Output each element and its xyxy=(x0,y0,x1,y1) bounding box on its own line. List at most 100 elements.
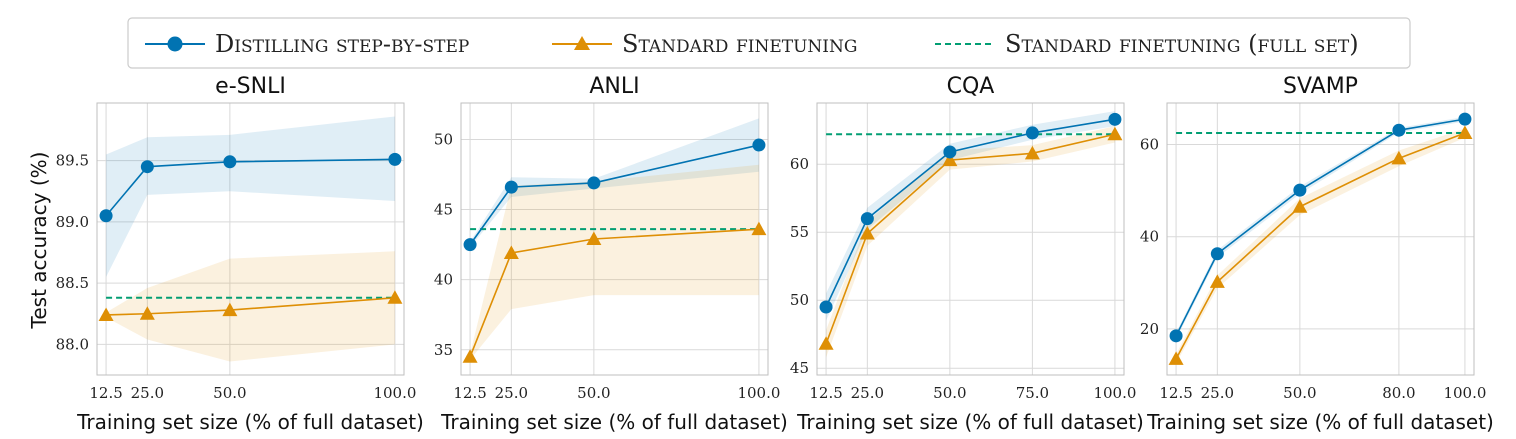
data-point-standard xyxy=(1292,199,1308,213)
series-line-standard xyxy=(106,297,395,316)
y-tick-label: 89.5 xyxy=(56,152,89,170)
x-tick-label: 25.0 xyxy=(495,384,528,402)
data-point-standard xyxy=(818,336,834,350)
data-point-distilling xyxy=(504,180,518,194)
legend-label-standard: Standard finetuning xyxy=(622,30,857,58)
data-point-standard xyxy=(503,245,519,260)
y-tick-label: 45 xyxy=(790,359,809,377)
y-tick-label: 45 xyxy=(434,201,453,219)
x-axis-label: Training set size (% of full dataset) xyxy=(440,410,788,434)
x-tick-label: 12.5 xyxy=(809,384,842,402)
data-point-standard xyxy=(942,152,958,167)
panel-title: ANLI xyxy=(589,74,639,99)
data-point-standard xyxy=(586,231,602,245)
x-tick-label: 80.0 xyxy=(1382,384,1415,402)
confidence-band-standard xyxy=(826,126,1115,358)
legend-entry-standard: Standard finetuning xyxy=(552,30,857,58)
confidence-band-distilling xyxy=(470,118,759,248)
data-point-standard xyxy=(1107,126,1123,141)
y-tick-label: 55 xyxy=(790,223,809,241)
data-point-distilling xyxy=(1392,123,1406,137)
data-point-distilling xyxy=(463,238,477,252)
panel-title: SVAMP xyxy=(1283,74,1358,99)
data-point-distilling xyxy=(99,209,113,223)
y-tick-label: 89.0 xyxy=(56,213,89,231)
panel-title: CQA xyxy=(947,74,995,99)
x-tick-label: 25.0 xyxy=(851,384,884,402)
confidence-band-distilling xyxy=(826,111,1115,321)
x-tick-label: 25.0 xyxy=(1201,384,1234,402)
data-point-standard xyxy=(751,221,767,236)
y-tick-label: 40 xyxy=(1140,228,1159,246)
data-point-distilling xyxy=(860,212,874,226)
data-point-standard xyxy=(1024,145,1040,160)
data-point-distilling xyxy=(1169,329,1183,343)
legend-label-full-set: Standard finetuning (full set) xyxy=(1005,30,1359,58)
data-point-standard xyxy=(139,306,155,320)
x-tick-label: 12.5 xyxy=(453,384,486,402)
series-line-standard xyxy=(1175,132,1466,360)
x-tick-label: 12.5 xyxy=(1159,384,1192,402)
panel-anli: ANLI 12.5 25.0 50.0 100.0 35 40 45 50 Training se… xyxy=(434,74,788,434)
y-tick-label: 60 xyxy=(790,155,809,173)
panel-svamp: SVAMP 12.5 25.0 50.0 80.0 100.0 20 40 60 Training… xyxy=(1140,74,1494,434)
legend-marker-standard xyxy=(574,36,590,50)
series-line-standard xyxy=(469,228,759,358)
data-point-distilling xyxy=(223,155,237,169)
x-tick-label: 100.0 xyxy=(1443,384,1486,402)
data-point-distilling xyxy=(943,145,957,159)
series-line-distilling xyxy=(469,144,760,246)
data-point-standard xyxy=(462,349,478,363)
y-tick-label: 50 xyxy=(790,291,809,309)
confidence-band-standard xyxy=(1176,128,1465,364)
data-point-distilling xyxy=(752,138,766,152)
x-axis-label: Training set size (% of full dataset) xyxy=(796,410,1144,434)
x-tick-label: 75.0 xyxy=(1016,384,1049,402)
data-point-distilling xyxy=(587,176,601,190)
x-tick-label: 50.0 xyxy=(1283,384,1316,402)
x-tick-label: 50.0 xyxy=(213,384,246,402)
x-tick-label: 12.5 xyxy=(89,384,122,402)
panels: e-SNLI 12.5 25.0 50.0 100.0 88.0 88.5 89.0 89.5 T… xyxy=(56,74,1494,434)
data-point-standard xyxy=(98,307,114,321)
x-tick-label: 50.0 xyxy=(577,384,610,402)
x-tick-label: 25.0 xyxy=(131,384,164,402)
data-point-distilling xyxy=(1108,112,1122,126)
data-point-distilling xyxy=(1293,183,1307,197)
plot-frame xyxy=(460,102,769,376)
data-point-distilling xyxy=(140,160,154,174)
data-point-distilling xyxy=(819,300,833,314)
panel-cqa: CQA 12.5 25.0 50.0 75.0 100.0 45 50 55 60 Training… xyxy=(790,74,1144,434)
series-line-distilling xyxy=(105,158,395,217)
y-tick-label: 35 xyxy=(434,341,453,359)
data-point-distilling xyxy=(1025,126,1039,140)
data-point-standard xyxy=(1457,125,1473,139)
data-point-standard xyxy=(1391,150,1407,165)
data-point-standard xyxy=(387,290,403,304)
x-tick-label: 50.0 xyxy=(933,384,966,402)
x-tick-label: 100.0 xyxy=(373,384,416,402)
plot-frame xyxy=(816,102,1125,376)
x-tick-label: 100.0 xyxy=(1093,384,1136,402)
confidence-band-standard xyxy=(106,251,395,362)
legend: Distilling step-by-step Standard finetun… xyxy=(127,17,1411,69)
confidence-band-standard xyxy=(470,164,759,360)
x-axis-label: Training set size (% of full dataset) xyxy=(76,410,424,434)
panel-e-snli: e-SNLI 12.5 25.0 50.0 100.0 88.0 88.5 89.0 89.5 T… xyxy=(56,74,424,434)
legend-entry-full-set: Standard finetuning (full set) xyxy=(935,30,1359,58)
plot-frame xyxy=(96,102,405,376)
y-tick-label: 20 xyxy=(1140,320,1159,338)
data-point-distilling xyxy=(388,152,402,166)
panel-title: e-SNLI xyxy=(215,74,286,99)
y-tick-label: 60 xyxy=(1140,135,1159,153)
y-tick-label: 40 xyxy=(434,271,453,289)
data-point-standard xyxy=(1209,274,1225,288)
y-tick-label: 88.5 xyxy=(56,274,89,292)
y-axis-label: Test accuracy (%) xyxy=(27,152,51,330)
y-tick-label: 50 xyxy=(434,130,453,148)
x-tick-label: 100.0 xyxy=(737,384,780,402)
y-tick-label: 88.0 xyxy=(56,335,89,353)
x-axis-label: Training set size (% of full dataset) xyxy=(1146,410,1494,434)
data-point-standard xyxy=(859,226,875,240)
